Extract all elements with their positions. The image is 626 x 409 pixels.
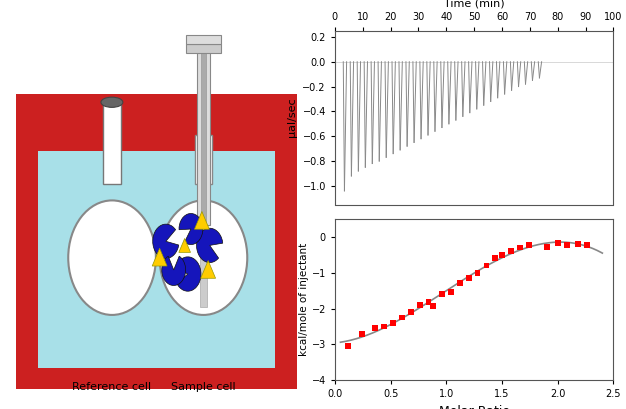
Y-axis label: μal/sec: μal/sec bbox=[287, 98, 297, 137]
Bar bbox=[195, 135, 212, 184]
Bar bbox=[38, 121, 275, 151]
Polygon shape bbox=[201, 261, 215, 278]
Point bbox=[428, 302, 438, 309]
Text: Sample cell: Sample cell bbox=[171, 382, 236, 391]
Point bbox=[553, 240, 563, 247]
Text: Reference cell: Reference cell bbox=[73, 382, 151, 391]
Point bbox=[506, 248, 516, 254]
Point bbox=[370, 325, 380, 332]
Point bbox=[524, 241, 534, 248]
Point bbox=[357, 330, 367, 337]
Bar bbox=[16, 94, 297, 389]
Bar bbox=[187, 44, 221, 53]
Point bbox=[454, 280, 464, 287]
Y-axis label: kcal/mole of injectant: kcal/mole of injectant bbox=[299, 243, 309, 356]
Polygon shape bbox=[195, 211, 209, 229]
Bar bbox=[38, 131, 275, 368]
Polygon shape bbox=[152, 248, 167, 266]
Point bbox=[388, 320, 398, 326]
Point bbox=[406, 309, 416, 315]
Point bbox=[424, 299, 434, 306]
Point bbox=[414, 302, 424, 308]
Wedge shape bbox=[179, 213, 203, 245]
Bar bbox=[197, 41, 210, 225]
Point bbox=[446, 289, 456, 296]
Circle shape bbox=[68, 200, 156, 315]
Point bbox=[437, 291, 447, 297]
X-axis label: Molar Ratio: Molar Ratio bbox=[439, 405, 510, 409]
Wedge shape bbox=[176, 257, 201, 291]
Point bbox=[343, 343, 353, 350]
Point bbox=[562, 241, 572, 248]
Point bbox=[497, 252, 507, 258]
Wedge shape bbox=[197, 228, 223, 263]
Bar bbox=[200, 225, 207, 307]
Point bbox=[515, 244, 525, 251]
Point bbox=[379, 323, 389, 330]
Point bbox=[573, 240, 583, 247]
Bar bbox=[103, 102, 120, 184]
Point bbox=[397, 314, 407, 321]
Ellipse shape bbox=[101, 97, 123, 107]
Point bbox=[582, 241, 592, 248]
Point bbox=[490, 255, 500, 262]
Point bbox=[464, 275, 474, 281]
X-axis label: Time (min): Time (min) bbox=[444, 0, 505, 8]
Point bbox=[481, 262, 491, 269]
Wedge shape bbox=[153, 224, 179, 258]
Bar bbox=[201, 41, 205, 225]
Point bbox=[473, 270, 483, 276]
Point bbox=[541, 243, 552, 250]
Bar bbox=[187, 35, 221, 44]
Polygon shape bbox=[179, 238, 190, 252]
Circle shape bbox=[160, 200, 247, 315]
Wedge shape bbox=[162, 256, 185, 285]
